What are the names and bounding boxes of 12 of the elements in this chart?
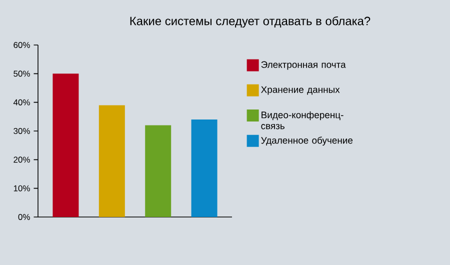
- legend-label: Видео-конференц-связь: [261, 111, 344, 130]
- chart-title: Какие системы следует отдавать в облака?: [130, 16, 370, 28]
- legend-label: Электронная почта: [261, 61, 346, 70]
- legend-label: Удаленное обучение: [261, 136, 353, 146]
- y-tick-label: 0%: [18, 214, 30, 220]
- y-tick-label: 50%: [14, 70, 30, 77]
- legend-label: Хранение данных: [261, 86, 340, 95]
- y-tick-label: 40%: [13, 99, 30, 106]
- y-tick-label: 60%: [14, 42, 30, 48]
- y-tick-label: 20%: [14, 156, 30, 163]
- y-tick-label: 10%: [14, 185, 30, 192]
- y-tick-label: 30%: [14, 128, 30, 134]
